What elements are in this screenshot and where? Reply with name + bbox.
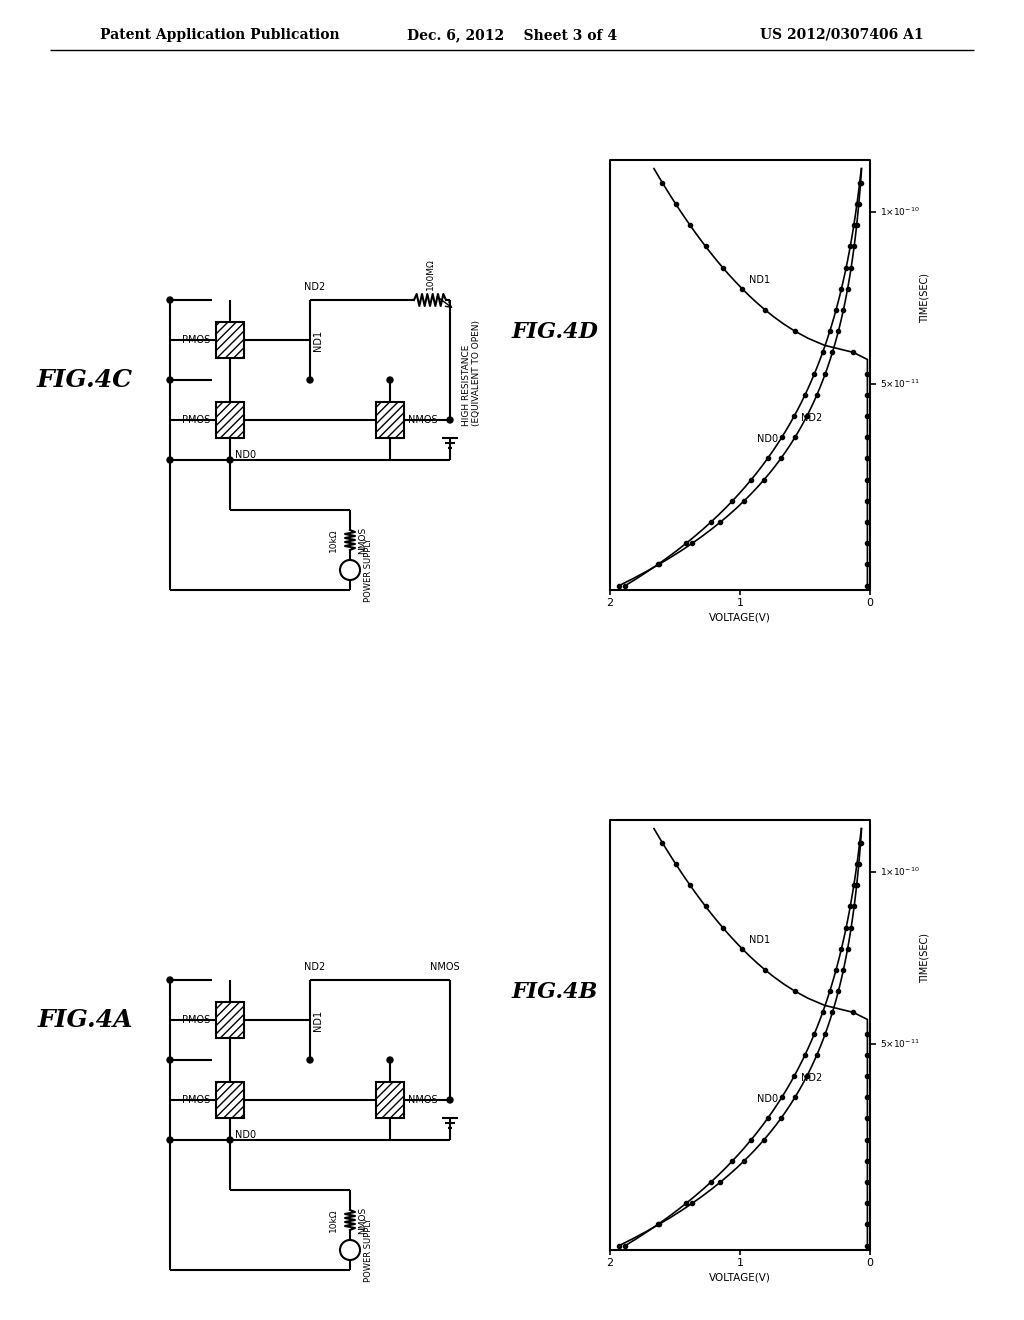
Text: ND2: ND2	[801, 413, 822, 422]
Text: ND0: ND0	[234, 450, 256, 459]
Text: ND2: ND2	[304, 962, 326, 972]
Bar	[216, 1002, 244, 1038]
Circle shape	[167, 1057, 173, 1063]
Text: VOLTAGE(V): VOLTAGE(V)	[709, 612, 771, 622]
Text: NMOS: NMOS	[430, 962, 460, 972]
Text: Patent Application Publication: Patent Application Publication	[100, 28, 340, 42]
Circle shape	[447, 1097, 453, 1104]
Text: NMOS: NMOS	[408, 414, 437, 425]
Text: ND0: ND0	[758, 1094, 778, 1105]
Text: ND1: ND1	[313, 1010, 323, 1031]
Text: $1{\times}10^{-10}$: $1{\times}10^{-10}$	[880, 206, 920, 218]
Circle shape	[307, 378, 313, 383]
Text: FIG.4A: FIG.4A	[37, 1008, 133, 1032]
Text: FIG.4B: FIG.4B	[512, 981, 598, 1003]
Circle shape	[227, 1137, 233, 1143]
Text: PMOS: PMOS	[181, 414, 210, 425]
Text: NMOS: NMOS	[408, 1096, 437, 1105]
Text: POWER SUPPLY: POWER SUPPLY	[364, 1218, 373, 1282]
Text: 10kΩ: 10kΩ	[329, 528, 338, 552]
Text: ND1: ND1	[313, 330, 323, 351]
Text: ND0: ND0	[234, 1130, 256, 1140]
Circle shape	[387, 378, 393, 383]
Bar	[376, 1082, 404, 1118]
Text: ND0: ND0	[758, 434, 778, 445]
Bar	[216, 1082, 244, 1118]
Text: POWER SUPPLY: POWER SUPPLY	[364, 539, 373, 602]
Bar	[376, 403, 404, 438]
Text: $5{\times}10^{-11}$: $5{\times}10^{-11}$	[880, 1038, 920, 1049]
Text: FIG.4D: FIG.4D	[512, 321, 598, 343]
Text: US 2012/0307406 A1: US 2012/0307406 A1	[761, 28, 924, 42]
Text: TIME(SEC): TIME(SEC)	[920, 933, 930, 982]
Text: 10kΩ: 10kΩ	[329, 1208, 338, 1232]
Text: PMOS: PMOS	[181, 1096, 210, 1105]
Text: PMOS: PMOS	[181, 335, 210, 345]
Circle shape	[167, 457, 173, 463]
Text: VOLTAGE(V): VOLTAGE(V)	[709, 1272, 771, 1282]
Circle shape	[167, 378, 173, 383]
Text: $5{\times}10^{-11}$: $5{\times}10^{-11}$	[880, 378, 920, 389]
Circle shape	[167, 1137, 173, 1143]
Text: ND1: ND1	[750, 276, 770, 285]
Text: 0: 0	[866, 598, 873, 609]
Circle shape	[227, 457, 233, 463]
Text: NMOS: NMOS	[358, 527, 367, 553]
Text: NMOS: NMOS	[358, 1206, 367, 1234]
Circle shape	[447, 417, 453, 422]
Text: PMOS: PMOS	[181, 1015, 210, 1026]
Text: 100MΩ: 100MΩ	[426, 259, 434, 290]
Text: FIG.4C: FIG.4C	[37, 368, 133, 392]
Text: 2: 2	[606, 598, 613, 609]
Text: TIME(SEC): TIME(SEC)	[920, 273, 930, 322]
Text: 1: 1	[736, 1258, 743, 1269]
Text: HIGH RESISTANCE
(EQUIVALENT TO OPEN): HIGH RESISTANCE (EQUIVALENT TO OPEN)	[462, 319, 481, 426]
Circle shape	[167, 977, 173, 983]
Text: $1{\times}10^{-10}$: $1{\times}10^{-10}$	[880, 866, 920, 878]
Text: Dec. 6, 2012    Sheet 3 of 4: Dec. 6, 2012 Sheet 3 of 4	[407, 28, 617, 42]
Circle shape	[387, 1057, 393, 1063]
Circle shape	[307, 1057, 313, 1063]
Text: ND2: ND2	[304, 282, 326, 292]
Circle shape	[167, 297, 173, 304]
Text: 0: 0	[866, 1258, 873, 1269]
Text: 2: 2	[606, 1258, 613, 1269]
Bar	[216, 403, 244, 438]
Text: ND2: ND2	[801, 1073, 822, 1082]
Bar	[216, 322, 244, 358]
Text: 1: 1	[736, 598, 743, 609]
Text: ND1: ND1	[750, 936, 770, 945]
